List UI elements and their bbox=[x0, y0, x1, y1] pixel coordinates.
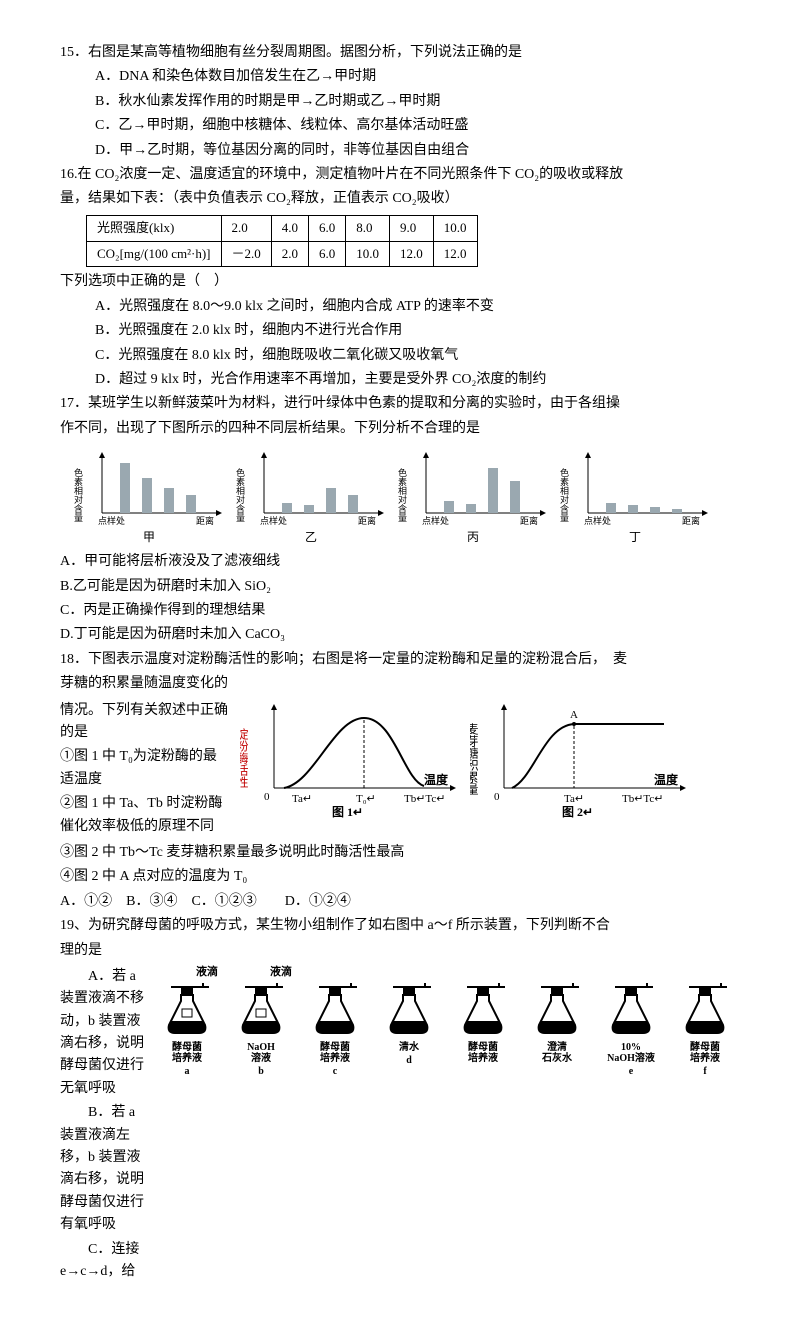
q19-opt-a: A．若 a 装置液滴不移动，b 装置液滴右移，说明酵母菌仅进行无氧呼吸 bbox=[60, 966, 144, 1100]
svg-text:Tb↵Tc↵: Tb↵Tc↵ bbox=[622, 793, 664, 805]
q18-stem2: 芽糖的积累量随温度变化的 bbox=[60, 673, 740, 695]
flask-d: 清水 d bbox=[374, 981, 444, 1080]
q17-chart-yi: 色素相对含量 点样处 距离 bbox=[236, 448, 386, 528]
svg-text:温度: 温度 bbox=[654, 772, 679, 787]
q16-r1c4: 8.0 bbox=[346, 215, 390, 241]
flask-f: 澄清 石灰水 bbox=[522, 981, 592, 1080]
q18-stem1: 18．下图表示温度对淀粉酶活性的影响；右图是将一定量的淀粉酶和足量的淀粉混合后，… bbox=[60, 649, 740, 671]
svg-text:A: A bbox=[570, 709, 578, 721]
q16-r1c1: 2.0 bbox=[221, 215, 271, 241]
q16-r2c5: 12.0 bbox=[390, 241, 434, 267]
svg-text:距离: 距离 bbox=[196, 515, 214, 526]
svg-text:图 2↵: 图 2↵ bbox=[562, 805, 593, 818]
flask-h: 酵母菌 培养液 f bbox=[670, 981, 740, 1080]
q19-stem1: 19、为研究酵母菌的呼吸方式，某生物小组制作了如右图中 a～f 所示装置，下列判… bbox=[60, 915, 740, 937]
q17-charts: 色素相对含量 点样处 距离 甲 色素相对含量 点样处 距离 乙 色素相对含量 点… bbox=[74, 448, 740, 547]
svg-text:点样处: 点样处 bbox=[260, 515, 287, 526]
svg-text:色素相对含量: 色素相对含量 bbox=[560, 467, 569, 522]
q18-fig2: A 麦芽糖积累量 0 Ta↵ Tb↵Tc↵ 温度 图 2↵ bbox=[470, 698, 690, 826]
q17-chart-label: 甲 bbox=[74, 528, 224, 547]
q17-chart-bing: 色素相对含量 点样处 距离 bbox=[398, 448, 548, 528]
q16-r2c2: 2.0 bbox=[271, 241, 308, 267]
q15-stem: 15．右图是某高等植物细胞有丝分裂周期图。据图分析，下列说法正确的是 bbox=[60, 42, 740, 64]
flask-b: NaOH 溶液 b bbox=[226, 981, 296, 1080]
q15-opt-b: B．秋水仙素发挥作用的时期是甲→乙时期或乙→甲时期 bbox=[60, 91, 740, 113]
q16-opt-c: C．光照强度在 8.0 klx 时，细胞既吸收二氧化碳又吸收氧气 bbox=[60, 345, 740, 367]
q16-r2c1: －2.0 bbox=[221, 241, 271, 267]
svg-text:Ta↵: Ta↵ bbox=[564, 793, 584, 805]
q18-p2: ①图 1 中 T₀为淀粉酶的最适温度 bbox=[60, 746, 230, 791]
svg-text:点样处: 点样处 bbox=[98, 515, 125, 526]
q16-r2c6: 12.0 bbox=[433, 241, 477, 267]
q15-opt-c: C．乙→甲时期，细胞中核糖体、线粒体、高尔基体活动旺盛 bbox=[60, 115, 740, 137]
q17-chart-label: 乙 bbox=[236, 528, 386, 547]
q16-opt-b: B．光照强度在 2.0 klx 时，细胞内不进行光合作用 bbox=[60, 320, 740, 342]
svg-text:色素相对含量: 色素相对含量 bbox=[236, 467, 245, 522]
svg-text:0: 0 bbox=[264, 791, 270, 803]
q18-p3: ②图 1 中 Ta、Tb 时淀粉酶催化效率极低的原理不同 bbox=[60, 793, 230, 838]
q19-opt-b: B．若 a 装置液滴左移，b 装置液滴右移，说明酵母菌仅进行有氧呼吸 bbox=[60, 1102, 144, 1236]
q17-chart-label: 丁 bbox=[560, 528, 710, 547]
q16-r1c3: 6.0 bbox=[309, 215, 346, 241]
q17-chart-label: 丙 bbox=[398, 528, 548, 547]
svg-text:点样处: 点样处 bbox=[584, 515, 611, 526]
svg-text:温度: 温度 bbox=[424, 772, 449, 787]
svg-text:色素相对含量: 色素相对含量 bbox=[74, 467, 83, 522]
svg-text:距离: 距离 bbox=[682, 515, 700, 526]
q16-r2c3: 6.0 bbox=[309, 241, 346, 267]
q17-stem2: 作不同，出现了下图所示的四种不同层析结果。下列分析不合理的是 bbox=[60, 418, 740, 440]
svg-text:0: 0 bbox=[494, 791, 500, 803]
flask-a: 酵母菌 培养液 a bbox=[152, 981, 222, 1080]
q17-chart-ding: 色素相对含量 点样处 距离 bbox=[560, 448, 710, 528]
svg-text:Ta↵: Ta↵ bbox=[292, 793, 312, 805]
q15-opt-d: D．甲→乙时期，等位基因分离的同时，非等位基因自由组合 bbox=[60, 140, 740, 162]
q18-p1: 情况。下列有关叙述中正确的是 bbox=[60, 700, 230, 745]
q16-row2-label: CO₂[mg/(100 cm²·h)] bbox=[87, 241, 222, 267]
q17-stem1: 17．某班学生以新鲜菠菜叶为材料，进行叶绿体中色素的提取和分离的实验时，由于各组… bbox=[60, 393, 740, 415]
svg-text:Tb↵Tc↵: Tb↵Tc↵ bbox=[404, 793, 446, 805]
q16-stem2: 量，结果如下表：（表中负值表示 CO₂释放，正值表示 CO₂吸收） bbox=[60, 188, 740, 210]
q17-opt-c: C．丙是正确操作得到的理想结果 bbox=[60, 600, 740, 622]
flask-c: 酵母菌 培养液 c bbox=[300, 981, 370, 1080]
q16-r1c5: 9.0 bbox=[390, 215, 434, 241]
q16-stem1: 16.在 CO₂浓度一定、温度适宜的环境中，测定植物叶片在不同光照条件下 CO₂… bbox=[60, 164, 740, 186]
svg-text:点样处: 点样处 bbox=[422, 515, 449, 526]
svg-text:T₀↵: T₀↵ bbox=[356, 793, 376, 805]
q19-stem2: 理的是 bbox=[60, 940, 740, 962]
flask-g: 10% NaOH溶液 e bbox=[596, 981, 666, 1080]
q19-flasks: 液滴 液滴 酵母菌 培养液 a NaOH 溶液 b bbox=[152, 964, 740, 1081]
q18-p5: ④图 2 中 A 点对应的温度为 T₀ bbox=[60, 866, 740, 888]
q19-opt-c: C．连接 e→c→d，给 bbox=[60, 1239, 144, 1284]
q17-opt-b: B.乙可能是因为研磨时未加入 SiO₂ bbox=[60, 576, 740, 598]
q16-opt-a: A．光照强度在 8.0～9.0 klx 之间时，细胞内合成 ATP 的速率不变 bbox=[60, 296, 740, 318]
q16-opt-d: D．超过 9 klx 时，光合作用速率不再增加，主要是受外界 CO₂浓度的制约 bbox=[60, 369, 740, 391]
svg-text:距离: 距离 bbox=[358, 515, 376, 526]
svg-text:距离: 距离 bbox=[520, 515, 538, 526]
q16-sub: 下列选项中正确的是（ ） bbox=[60, 271, 740, 293]
svg-text:色素相对含量: 色素相对含量 bbox=[398, 467, 407, 522]
flask-e: 酵母菌 培养液 bbox=[448, 981, 518, 1080]
q17-chart-jia: 色素相对含量 点样处 距离 bbox=[74, 448, 224, 528]
q16-r2c4: 10.0 bbox=[346, 241, 390, 267]
q16-r1c6: 10.0 bbox=[433, 215, 477, 241]
q16-row1-label: 光照强度(klx) bbox=[87, 215, 222, 241]
svg-text:麦芽糖积累量: 麦芽糖积累量 bbox=[470, 722, 479, 794]
q16-table: 光照强度(klx) 2.0 4.0 6.0 8.0 9.0 10.0 CO₂[m… bbox=[86, 215, 478, 268]
q18-p4: ③图 2 中 Tb～Tc 麦芽糖积累量最多说明此时酶活性最高 bbox=[60, 842, 740, 864]
svg-text:淀粉酶活性: 淀粉酶活性 bbox=[240, 727, 249, 788]
q17-opt-a: A．甲可能将层析液没及了滤液细线 bbox=[60, 551, 740, 573]
q15-opt-a: A．DNA 和染色体数目加倍发生在乙→甲时期 bbox=[60, 66, 740, 88]
q18-fig1: 淀粉酶活性 0 Ta↵ T₀↵ Tb↵Tc↵ 温度 图 1↵ bbox=[240, 698, 460, 826]
q17-opt-d: D.丁可能是因为研磨时未加入 CaCO₃ bbox=[60, 624, 740, 646]
q16-r1c2: 4.0 bbox=[271, 215, 308, 241]
q18-choices: A．①② B．③④ C．①②③ D．①②④ bbox=[60, 891, 740, 913]
svg-text:图 1↵: 图 1↵ bbox=[332, 805, 363, 818]
